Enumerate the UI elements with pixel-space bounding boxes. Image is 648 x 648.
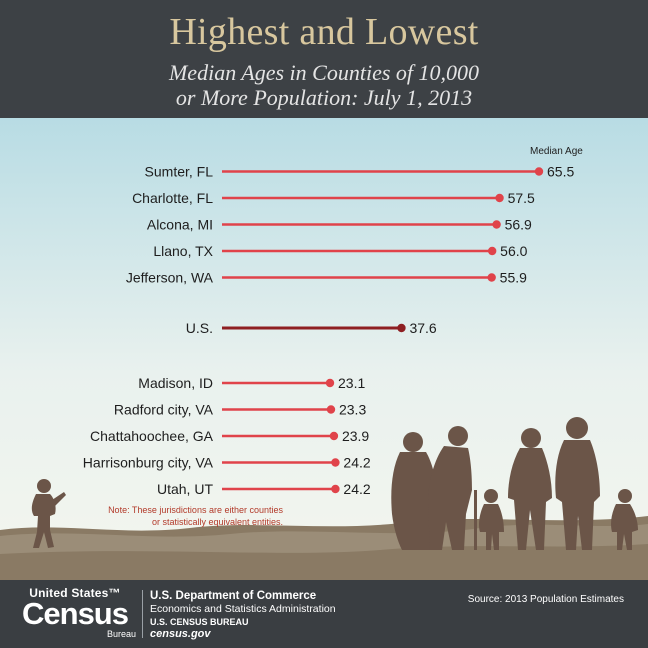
- bar-end-chattahoochee-ga: [329, 431, 339, 441]
- subtitle-line-1: Median Ages in Counties of 10,000: [168, 60, 480, 85]
- label-alcona-mi: Alcona, MI: [147, 217, 213, 233]
- value-alcona-mi: 56.9: [505, 217, 532, 233]
- value-llano-tx: 56.0: [500, 243, 527, 259]
- agency-info: U.S. Department of Commerce Economics an…: [150, 589, 450, 641]
- bar-end-madison-id: [325, 378, 335, 388]
- header-band: Highest and Lowest Median Ages in Counti…: [0, 0, 648, 118]
- label-llano-tx: Llano, TX: [153, 243, 213, 259]
- bar-end-alcona-mi: [492, 220, 501, 229]
- bar-end-jefferson-wa: [487, 273, 496, 282]
- website-link[interactable]: census.gov: [150, 628, 211, 640]
- source-note: Source: 2013 Population Estimates: [467, 594, 624, 605]
- agency-department: U.S. Department of Commerce: [150, 590, 317, 602]
- label-u-s: U.S.: [186, 320, 213, 336]
- bar-end-llano-tx: [487, 246, 497, 256]
- axis-title-median-age: Median Age: [530, 146, 583, 157]
- bar-end-utah-ut: [331, 484, 340, 494]
- footer-divider: [142, 590, 143, 638]
- label-chattahoochee-ga: Chattahoochee, GA: [90, 428, 214, 444]
- logo-census: Census: [22, 596, 129, 631]
- median-age-chart: Median Age Sumter, FL 65.5 Charlotte, FL 57…: [0, 118, 648, 580]
- logo-bureau: Bureau: [106, 629, 136, 639]
- agency-bureau: U.S. CENSUS BUREAU: [150, 617, 249, 627]
- label-charlotte-fl: Charlotte, FL: [132, 190, 213, 206]
- value-radford-city-va: 23.3: [339, 402, 366, 418]
- value-utah-ut: 24.2: [343, 481, 370, 497]
- footnote-line-1: Note: These jurisdictions are either cou…: [108, 505, 283, 515]
- agency-economics: Economics and Statistics Administration: [150, 603, 336, 615]
- chart-rows: Sumter, FL 65.5 Charlotte, FL 57.5 Alcona, M…: [83, 164, 575, 498]
- logo-united-states: United States™: [29, 586, 121, 600]
- page-subtitle: Median Ages in Counties of 10,000 or Mor…: [0, 60, 648, 110]
- bar-end-radford-city-va: [326, 405, 336, 414]
- label-sumter-fl: Sumter, FL: [145, 164, 214, 180]
- bar-end-u-s: [397, 323, 406, 333]
- label-harrisonburg-city-va: Harrisonburg city, VA: [83, 455, 214, 471]
- label-madison-id: Madison, ID: [138, 375, 213, 391]
- value-harrisonburg-city-va: 24.2: [343, 455, 370, 471]
- family-silhouette-icon: [31, 417, 638, 550]
- subtitle-line-2: or More Population: July 1, 2013: [175, 85, 473, 110]
- footnote-line-2: or statistically equivalent entities.: [152, 517, 283, 527]
- value-chattahoochee-ga: 23.9: [342, 428, 369, 444]
- page-title: Highest and Lowest: [169, 11, 479, 53]
- value-u-s: 37.6: [409, 320, 436, 336]
- value-madison-id: 23.1: [338, 375, 365, 391]
- sky-background: [0, 118, 648, 580]
- bar-end-sumter-fl: [534, 167, 544, 176]
- label-radford-city-va: Radford city, VA: [114, 402, 214, 418]
- footer-band: United States™ Census Bureau U.S. Depart…: [0, 580, 648, 648]
- bar-end-harrisonburg-city-va: [331, 458, 340, 467]
- bar-end-charlotte-fl: [495, 193, 504, 203]
- label-utah-ut: Utah, UT: [157, 481, 213, 497]
- value-jefferson-wa: 55.9: [500, 270, 527, 286]
- value-charlotte-fl: 57.5: [508, 190, 535, 206]
- census-logo: United States™ Census Bureau: [14, 586, 136, 642]
- label-jefferson-wa: Jefferson, WA: [126, 270, 214, 286]
- value-sumter-fl: 65.5: [547, 164, 574, 180]
